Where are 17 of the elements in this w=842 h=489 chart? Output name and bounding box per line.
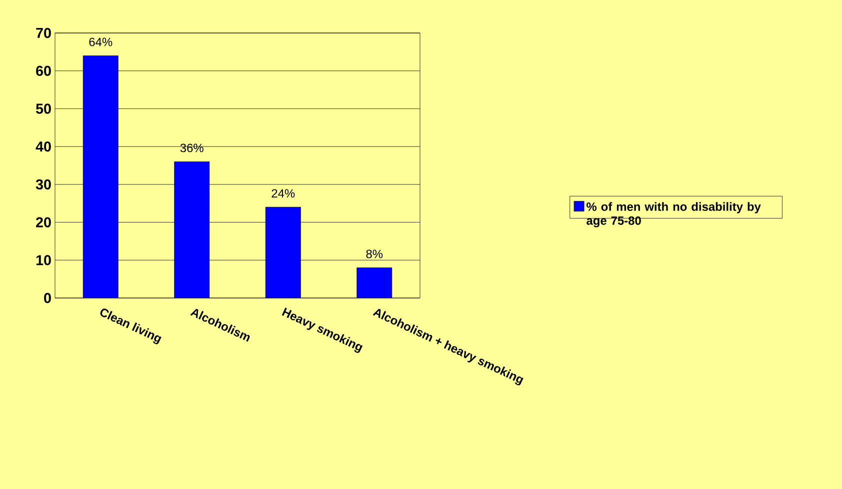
data-label: 36% bbox=[180, 144, 204, 152]
y-tick-label: 70 bbox=[36, 28, 51, 38]
data-label: 8% bbox=[366, 250, 383, 258]
y-tick-label: 0 bbox=[44, 292, 51, 304]
data-label: 64% bbox=[89, 38, 112, 46]
bar bbox=[82, 56, 118, 298]
bar bbox=[356, 268, 392, 298]
data-label: 24% bbox=[272, 189, 295, 198]
y-tick-label: 50 bbox=[36, 104, 51, 114]
bar bbox=[174, 162, 210, 298]
bar bbox=[265, 206, 301, 298]
y-tick-label: 60 bbox=[36, 66, 51, 76]
legend-label: % of men with no disability by age 75-80 bbox=[586, 202, 761, 228]
y-tick-label: 40 bbox=[36, 141, 51, 152]
y-tick-label: 20 bbox=[36, 217, 51, 228]
y-tick-label: 30 bbox=[36, 179, 51, 190]
y-tick-label: 10 bbox=[36, 255, 51, 266]
